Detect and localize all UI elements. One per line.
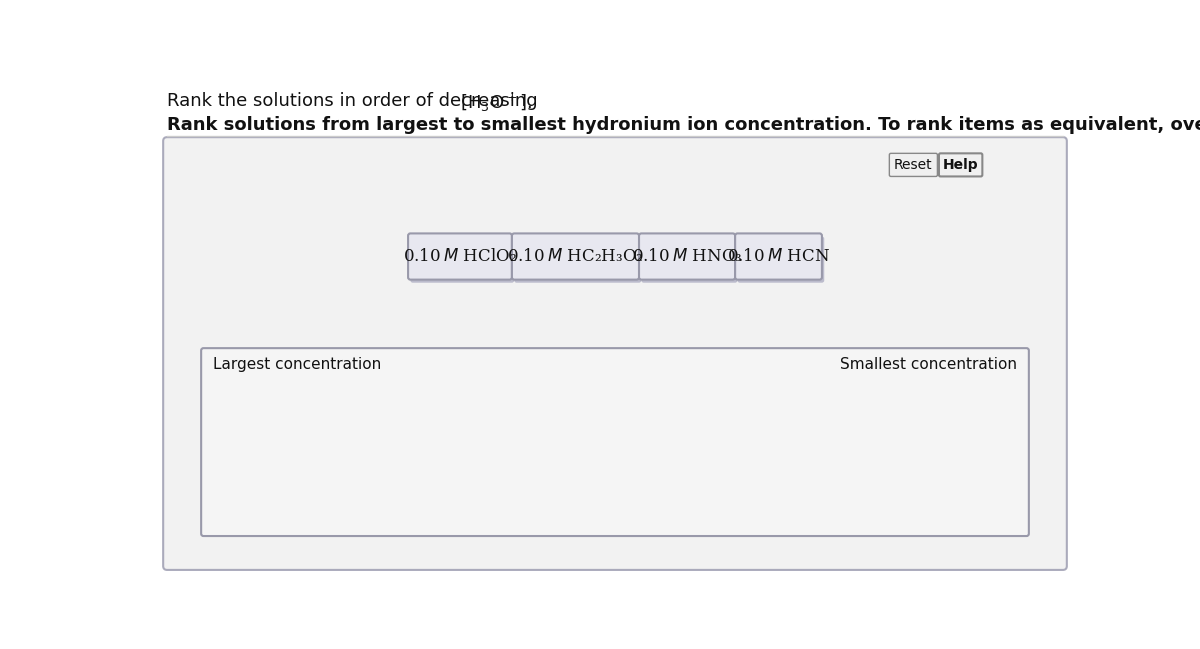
FancyBboxPatch shape [889, 153, 937, 177]
FancyBboxPatch shape [408, 234, 512, 280]
Text: Reset: Reset [894, 158, 932, 172]
Text: 0.10 $\mathit{M}$ HClO₂: 0.10 $\mathit{M}$ HClO₂ [403, 248, 517, 265]
FancyBboxPatch shape [736, 234, 822, 280]
FancyBboxPatch shape [640, 234, 736, 280]
FancyBboxPatch shape [410, 236, 515, 283]
FancyBboxPatch shape [512, 234, 640, 280]
FancyBboxPatch shape [515, 236, 641, 283]
Text: 0.10 $\mathit{M}$ HC₂H₃O₂: 0.10 $\mathit{M}$ HC₂H₃O₂ [508, 248, 643, 265]
Text: Largest concentration: Largest concentration [212, 356, 382, 372]
Text: 0.10 $\mathit{M}$ HCN: 0.10 $\mathit{M}$ HCN [727, 248, 830, 265]
Text: Smallest concentration: Smallest concentration [840, 356, 1018, 372]
FancyBboxPatch shape [938, 153, 983, 177]
Text: Help: Help [943, 158, 978, 172]
FancyBboxPatch shape [163, 137, 1067, 570]
FancyBboxPatch shape [641, 236, 738, 283]
Text: Rank the solutions in order of decreasing: Rank the solutions in order of decreasin… [167, 92, 544, 110]
Text: 0.10 $\mathit{M}$ HNO₃: 0.10 $\mathit{M}$ HNO₃ [632, 248, 743, 265]
Text: $[\mathrm{H_3O^+}]$.: $[\mathrm{H_3O^+}]$. [460, 92, 533, 114]
FancyBboxPatch shape [202, 348, 1028, 536]
Text: Rank solutions from largest to smallest hydronium ion concentration. To rank ite: Rank solutions from largest to smallest … [167, 116, 1200, 134]
FancyBboxPatch shape [738, 236, 824, 283]
